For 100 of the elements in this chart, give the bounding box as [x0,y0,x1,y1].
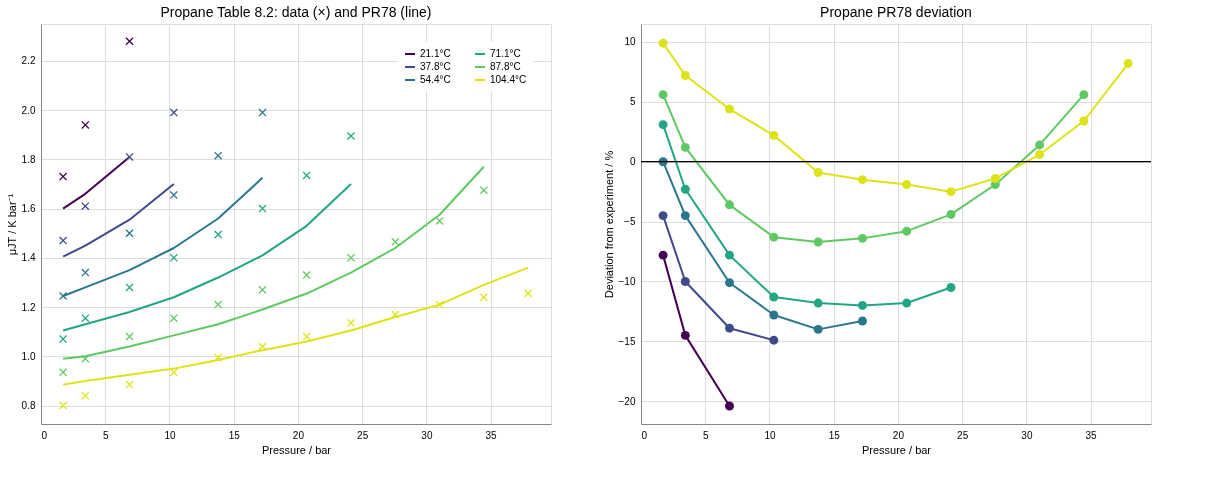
point [125,229,134,238]
point [302,270,311,280]
point [125,380,134,389]
point [81,120,90,130]
y-tick-label: 5 [629,96,636,108]
y-axis-title: μJT / K bar⁻¹ [5,193,18,256]
line-series [62,176,264,297]
point [1123,59,1133,68]
point [902,298,912,308]
point [725,200,734,210]
y-tick-label: 1.6 [21,203,36,215]
point [946,283,956,292]
x-tick-label: 15 [228,429,241,441]
y-tick-label: −5 [624,216,636,228]
point [169,368,179,377]
y-tick-label: −20 [618,395,636,407]
point [902,180,912,189]
point [213,300,223,309]
point [81,313,90,323]
point [680,184,690,194]
x-tick-label: 35 [485,429,498,441]
x-tick-label: 0 [641,429,648,441]
point [858,233,867,243]
point [680,330,690,340]
point [302,171,311,180]
legend-label: 87.8°C [490,61,521,72]
point [58,368,68,377]
point [81,354,90,363]
point [213,353,223,362]
y-tick-label: 1.2 [21,301,36,313]
line-series [62,266,530,386]
point [680,211,690,221]
point [813,324,823,334]
x-tick-label: 15 [828,429,841,441]
legend-label: 71.1°C [490,48,521,59]
point [769,292,779,302]
point [858,300,867,310]
x-tick-label: 20 [892,429,905,441]
legend-label: 54.4°C [420,74,451,85]
point [58,172,68,181]
x-tick-label: 0 [41,429,48,441]
point [946,209,956,219]
point [523,289,533,298]
point [258,285,267,295]
point [725,104,734,114]
point [680,71,690,80]
point [169,108,179,117]
point [81,391,90,400]
point [813,237,823,247]
chart-title: Propane Table 8.2: data (×) and PR78 (line) [160,4,432,20]
y-tick-label: 0.8 [21,400,36,412]
x-tick-label: 20 [292,429,305,441]
point [213,230,223,239]
point [990,174,1000,183]
point [1079,116,1089,126]
y-tick-label: 2.2 [21,55,36,67]
point [1035,140,1045,150]
point [169,190,179,200]
point [213,151,223,160]
point [658,120,668,130]
point [435,216,444,226]
x-tick-label: 5 [702,429,709,441]
point [346,253,356,263]
point [391,310,400,319]
point [813,168,823,177]
line-series [62,165,485,360]
legend-label: 37.8°C [420,61,451,72]
point [391,237,400,247]
y-tick-label: 10 [624,36,636,48]
point [1035,150,1045,159]
point [658,211,668,221]
point [258,204,267,213]
x-tick-label: 10 [764,429,776,441]
point [479,293,488,302]
x-tick-label: 35 [1085,429,1098,441]
point [902,226,912,236]
point [302,332,311,341]
chart-title: Propane PR78 deviation [820,4,972,20]
x-axis-title: Pressure / bar [861,443,932,456]
point [435,300,444,309]
point [946,187,956,197]
point [658,250,668,260]
point [769,130,779,140]
point [58,291,68,301]
point [258,342,267,351]
x-tick-label: 30 [421,429,433,441]
point [769,310,779,320]
point [725,250,734,260]
point [1079,90,1089,100]
y-axis-title: Deviation from experiment / % [602,150,615,299]
point [658,90,668,100]
point [680,142,690,152]
y-tick-label: 2.0 [21,104,36,116]
point [346,131,356,141]
y-tick-label: 1.4 [21,252,36,264]
point [81,201,90,211]
point [58,401,68,410]
y-tick-label: −10 [618,275,636,287]
point [81,268,90,277]
point [125,283,134,292]
